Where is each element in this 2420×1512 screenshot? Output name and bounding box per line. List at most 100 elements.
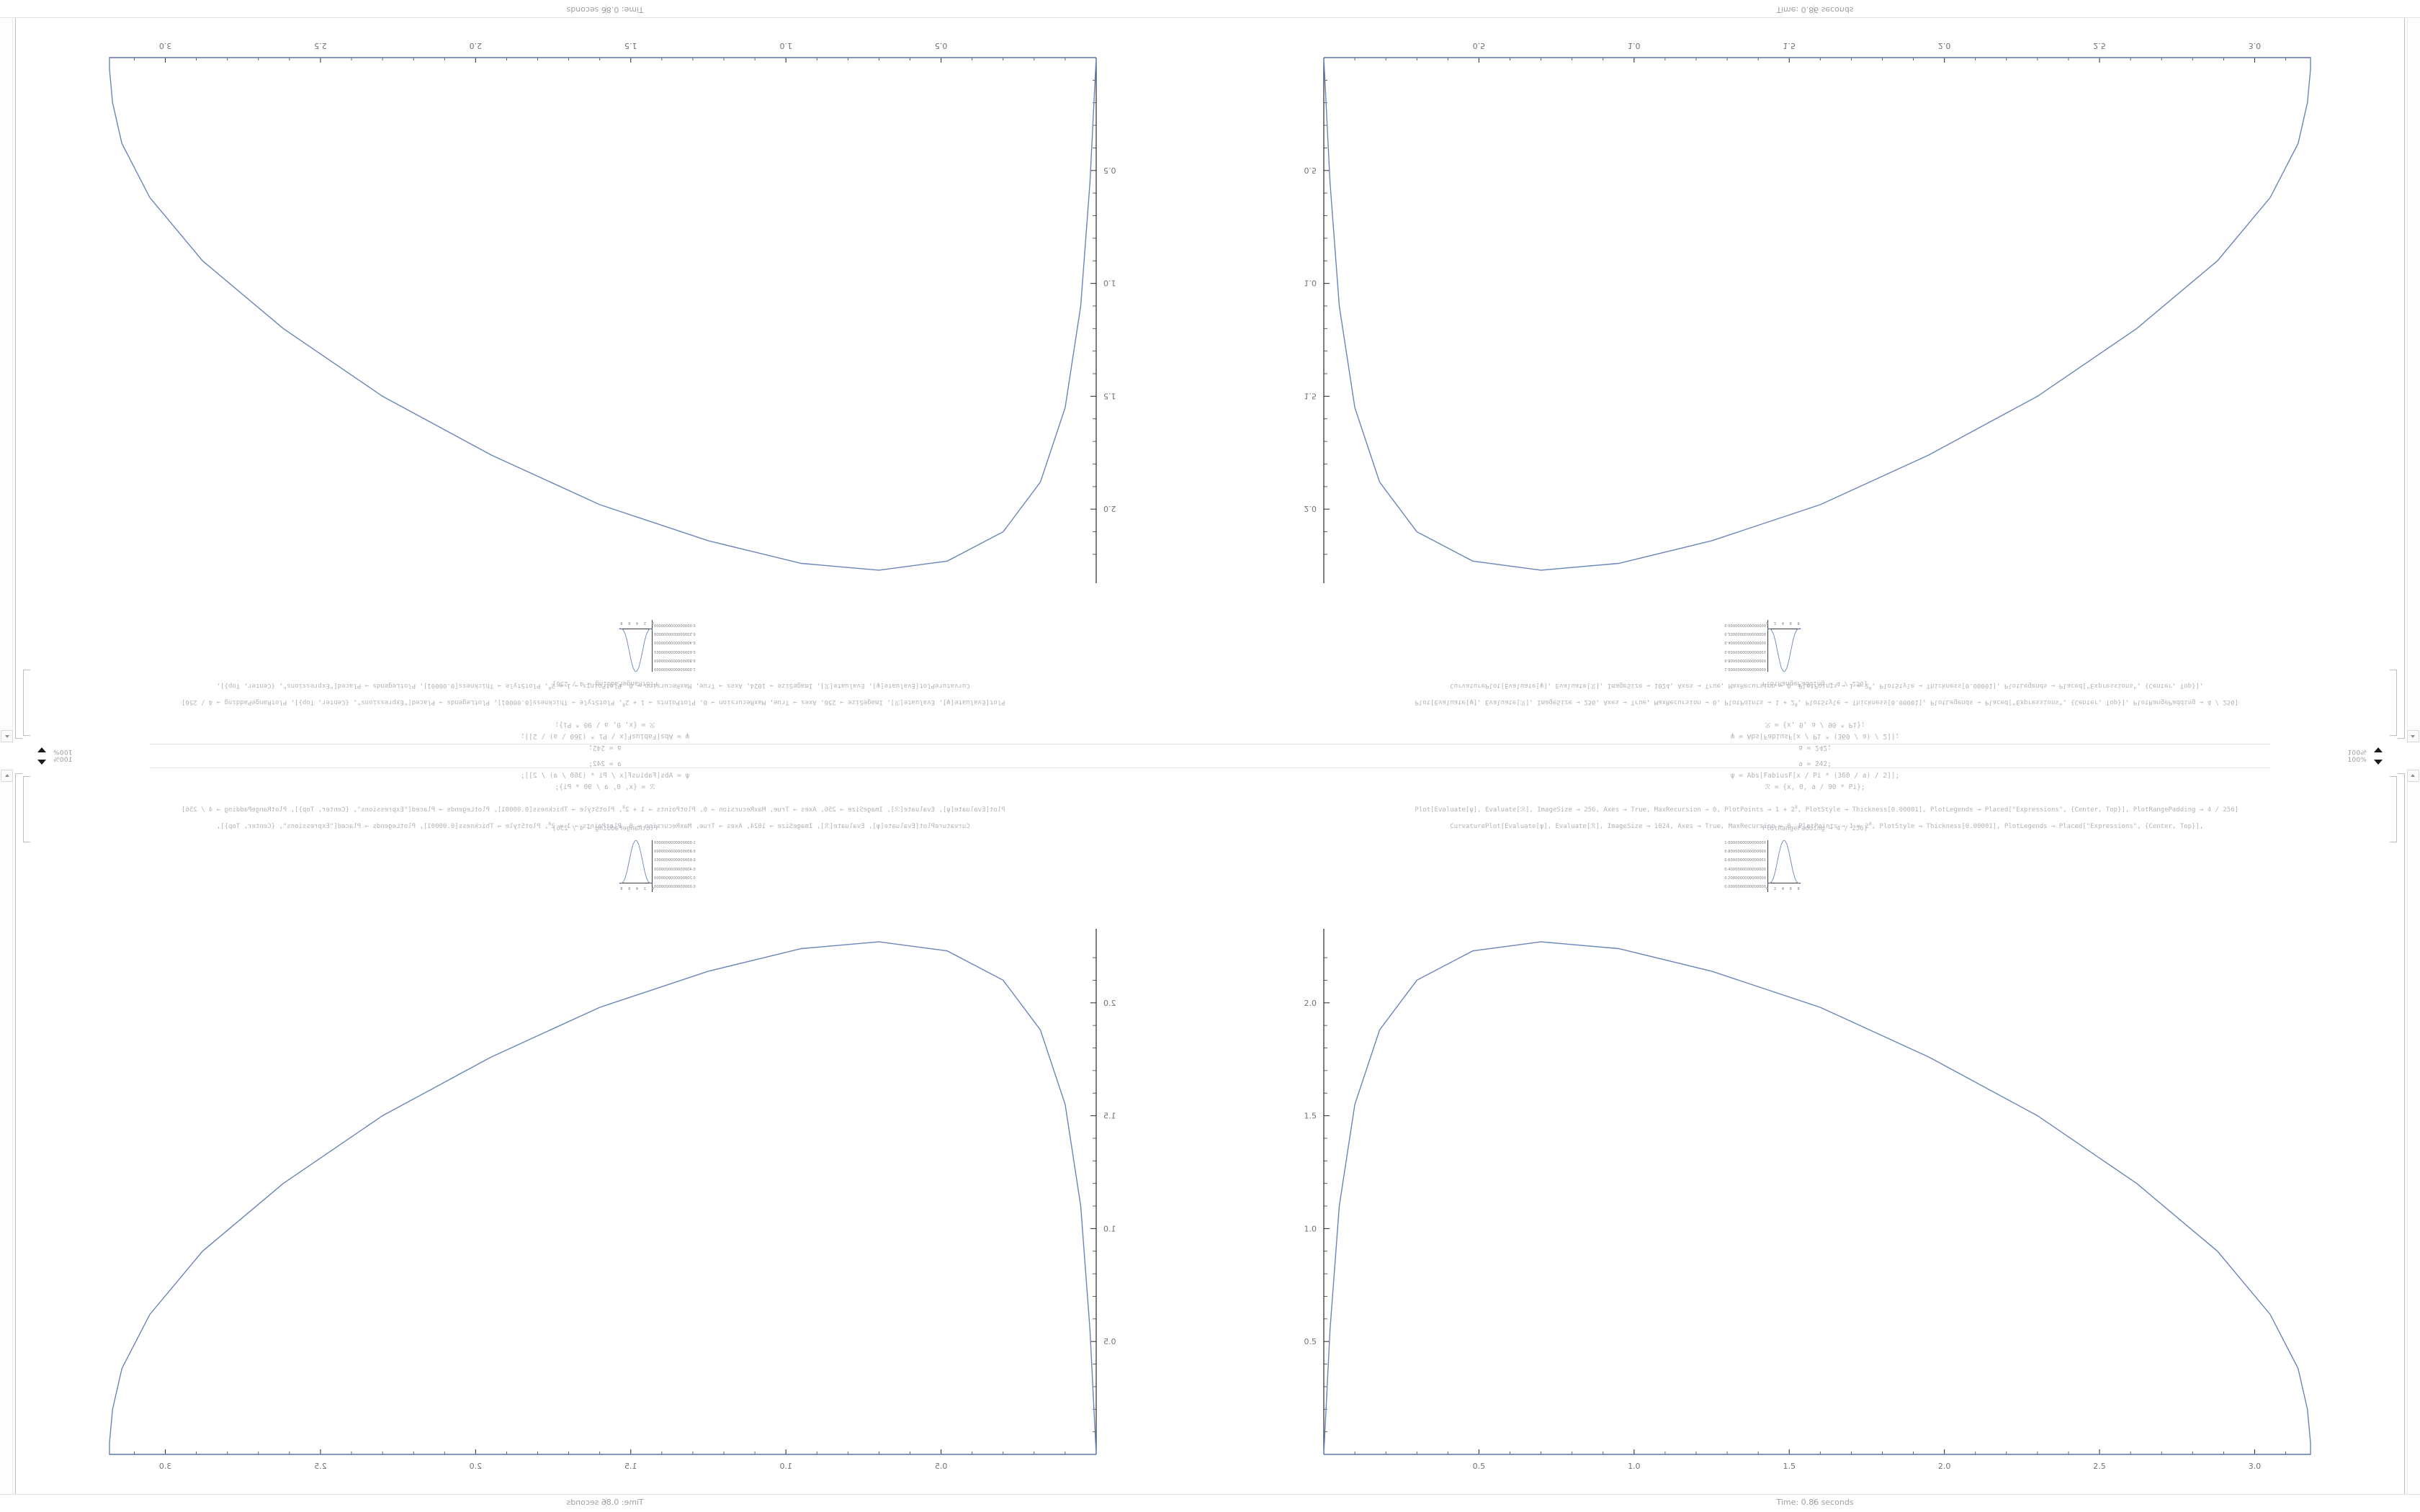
inset-x-tick: 6	[1789, 887, 1792, 891]
inset-y-tick: 0.4000000000000000	[1724, 640, 1766, 645]
y-tick-label: 0.5	[1304, 166, 1317, 175]
x-tick-label: 2.5	[314, 1462, 327, 1471]
code-line-a[interactable]: a = 242;	[1798, 760, 1832, 768]
vertical-scrollbar[interactable]	[0, 768, 13, 1512]
code-line-range[interactable]: ℛ = {x, 0, a / 90 * Pi};	[555, 783, 655, 791]
code-plot-part2: , PlotStyle → Thickness[0.00001], PlotLe…	[1797, 806, 2239, 814]
main-curve-path	[109, 941, 1097, 1455]
code-plot-part2: , PlotStyle → Thickness[0.00001], PlotLe…	[181, 698, 623, 706]
y-tick-label: 1.5	[1304, 1112, 1317, 1121]
y-tick-label: 1.0	[1304, 279, 1317, 288]
main-curvature-plot: 0.5 1.0 1.5 2.0 2.5 3.0 0.5 1.0 1.5 2.0	[1302, 925, 2318, 1483]
inset-x-tick: 6	[628, 887, 631, 891]
code-line-a[interactable]: a = 242;	[588, 744, 622, 752]
main-curvature-plot: 0.5 1.0 1.5 2.0 2.5 3.0 0.5 1.0 1.5 2.0	[102, 925, 1118, 1483]
inset-y-tick: 0.2000000000000000	[654, 631, 696, 636]
vertical-scrollbar[interactable]	[2407, 0, 2420, 744]
x-tick-label: 0.5	[1473, 41, 1485, 50]
zoom-level-label[interactable]: 100%	[2347, 757, 2367, 764]
cell-bracket-inner[interactable]	[2390, 776, 2397, 842]
code-line-psi[interactable]: ψ = Abs[FabiusF[x / Pi * (360 / a) / 2]]…	[520, 772, 690, 780]
code-line-psi[interactable]: ψ = Abs[FabiusF[x / Pi * (360 / a) / 2]]…	[1730, 772, 1900, 780]
x-tick-label: 1.5	[1783, 41, 1796, 50]
y-tick-label: 1.5	[1103, 391, 1116, 400]
inset-curve-path	[619, 840, 653, 884]
code-line-padding[interactable]: PlotRangePadding → 4 / 256]	[552, 680, 658, 687]
inset-x-tick: 8	[1797, 887, 1800, 891]
inset-y-tick: 0.0000000000000000	[654, 885, 696, 890]
inset-x-tick: 0	[651, 887, 654, 891]
inset-y-tick: 1.0000000000000000	[1724, 667, 1766, 671]
inset-y-tick: 0.4000000000000000	[654, 640, 696, 645]
code-line-psi[interactable]: ψ = Abs[FabiusF[x / Pi * (360 / a) / 2]]…	[1730, 732, 1900, 740]
cell-bracket-outer[interactable]	[2398, 773, 2405, 1495]
inset-y-tick: 0.0000000000000000	[1724, 885, 1766, 890]
scroll-up-button[interactable]	[2407, 770, 2419, 782]
inset-plot-frame	[619, 840, 653, 892]
notebook-top-bar: 100%	[1210, 756, 2420, 768]
x-tick-label: 3.0	[159, 1462, 172, 1471]
notebook-status-bar: Time: 0.86 seconds	[0, 1494, 1210, 1512]
main-plot-ticks: 0.5 1.0 1.5 2.0 2.5 3.0 0.5 1.0 1.5 2.0	[1304, 41, 2286, 555]
code-plot-exp: 8	[1794, 804, 1798, 810]
inset-y-axis	[1767, 840, 1768, 892]
code-line-range[interactable]: ℛ = {x, 0, a / 90 * Pi};	[1765, 783, 1865, 791]
y-tick-label: 0.5	[1103, 1337, 1116, 1346]
vertical-scrollbar[interactable]	[0, 0, 13, 744]
inset-y-tick: 0.8000000000000000	[1724, 657, 1766, 662]
status-timing-label: Time: 0.86 seconds	[566, 1498, 644, 1507]
code-line-padding[interactable]: PlotRangePadding → 4 / 256]	[1762, 680, 1868, 687]
code-line-padding[interactable]: PlotRangePadding → 4 / 256]	[1762, 825, 1868, 832]
inset-curve-path	[619, 628, 653, 672]
inset-y-tick: 0.4000000000000000	[1724, 867, 1766, 872]
inset-x-tick: 6	[1789, 621, 1792, 625]
legend-inset-plot: 1.0000000000000000 0.8000000000000000 0.60…	[1714, 839, 1801, 895]
code-plot-part2: , PlotStyle → Thickness[0.00001], PlotLe…	[1797, 698, 2239, 706]
status-timing-label: Time: 0.86 seconds	[1776, 5, 1854, 14]
inset-y-tick: 0.6000000000000001	[1724, 649, 1766, 654]
inset-x-tick: 6	[628, 621, 631, 625]
cell-bracket-outer[interactable]	[15, 17, 22, 739]
inset-x-tick: 0	[651, 621, 654, 625]
y-tick-label: 1.0	[1304, 1224, 1317, 1233]
vertical-scrollbar[interactable]	[2407, 768, 2420, 1512]
inset-x-tick: 8	[1797, 621, 1800, 625]
y-tick-label: 2.0	[1103, 504, 1116, 513]
chevron-down-icon[interactable]	[2374, 760, 2383, 765]
cell-bracket-outer[interactable]	[15, 773, 22, 1495]
code-line-psi[interactable]: ψ = Abs[FabiusF[x / Pi * (360 / a) / 2]]…	[520, 732, 690, 740]
x-tick-label: 1.0	[779, 1462, 792, 1471]
inset-y-tick: 0.2000000000000000	[1724, 631, 1766, 636]
notebook-unit: 100% a = 242; ψ = Abs[FabiusF[x / Pi * (…	[0, 756, 1210, 1512]
main-plot-svg: 0.5 1.0 1.5 2.0 2.5 3.0 0.5 1.0 1.5 2.0	[1304, 41, 2311, 583]
inset-plot-frame	[1767, 840, 1801, 892]
x-tick-label: 1.5	[1783, 1462, 1796, 1471]
inset-curve-path	[1767, 628, 1801, 672]
main-plot-svg: 0.5 1.0 1.5 2.0 2.5 3.0 0.5 1.0 1.5 2.0	[109, 41, 1116, 583]
notebook-status-bar: Time: 0.86 seconds	[1210, 0, 2420, 18]
x-tick-label: 2.0	[1938, 1462, 1951, 1471]
inset-y-tick: 0.0000000000000000	[1724, 622, 1766, 627]
inset-y-tick: 0.2000000000000000	[1724, 876, 1766, 881]
x-tick-label: 2.5	[2093, 1462, 2106, 1471]
code-line-curvatureplot[interactable]: CurvaturePlot[Evaluate[ψ], Evaluate[ℛ], …	[1210, 814, 2420, 837]
y-tick-label: 1.5	[1304, 391, 1317, 400]
cell-bracket-outer[interactable]	[2398, 17, 2405, 739]
code-line-range[interactable]: ℛ = {x, 0, a / 90 * Pi};	[1765, 721, 1865, 729]
code-line-padding[interactable]: PlotRangePadding → 4 / 256]	[552, 825, 658, 832]
y-tick-label: 2.0	[1304, 504, 1317, 513]
inset-y-tick-labels: 1.0000000000000000 0.8000000000000000 0.60…	[654, 839, 706, 895]
code-line-range[interactable]: ℛ = {x, 0, a / 90 * Pi};	[555, 721, 655, 729]
inset-y-tick: 1.0000000000000000	[1724, 841, 1766, 845]
quadrant-top-left: 100% a = 242; ψ = Abs[FabiusF[x / Pi * (…	[0, 0, 1210, 756]
inset-y-tick: 0.6000000000000001	[1724, 858, 1766, 863]
code-line-a[interactable]: a = 242;	[588, 760, 622, 768]
code-line-a[interactable]: a = 242;	[1798, 744, 1832, 752]
code-line-plot[interactable]: Plot[Evaluate[ψ], Evaluate[ℛ], ImageSize…	[1210, 797, 2420, 821]
inset-x-tick: 4	[1781, 887, 1785, 891]
notebook-unit: 100% a = 242; ψ = Abs[FabiusF[x / Pi * (…	[0, 0, 1210, 756]
inset-curve-svg	[619, 840, 653, 884]
main-curvature-plot: 0.5 1.0 1.5 2.0 2.5 3.0 0.5 1.0 1.5 2.0	[1302, 29, 2318, 587]
